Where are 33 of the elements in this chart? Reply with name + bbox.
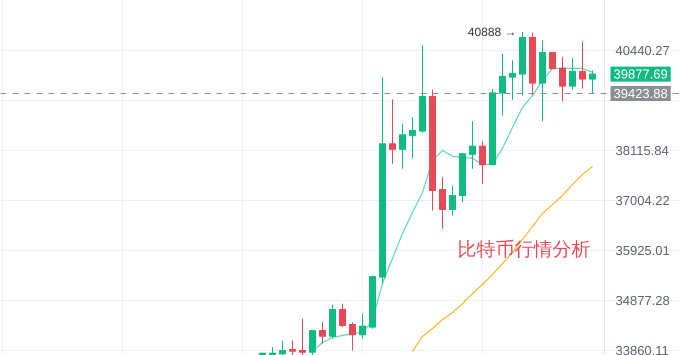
candlestick (299, 318, 306, 355)
y-tick-label: 34877.28 (616, 293, 670, 308)
y-tick-label: 37004.22 (616, 192, 670, 208)
candlestick (289, 340, 296, 355)
candlestick (389, 98, 396, 164)
candlestick (339, 303, 346, 328)
y-tick-label: 38115.84 (616, 142, 669, 158)
y-tick-label: 33860.11 (616, 343, 669, 355)
candlestick (359, 313, 366, 340)
candlestick (469, 120, 476, 170)
candlestick (409, 116, 416, 160)
candlestick (499, 53, 506, 116)
candlestick (319, 322, 326, 344)
y-tick-label: 35925.01 (616, 242, 670, 258)
annotation: 比特币行情分析 (458, 240, 590, 260)
ref-line-label: 39423.88 (614, 86, 668, 101)
text: 39877.69 (614, 66, 668, 82)
candlestick (549, 52, 556, 70)
candlestick (509, 60, 516, 100)
candlestick (579, 41, 586, 90)
candlestick (349, 322, 356, 352)
y-tick-label: 40440.27 (616, 42, 670, 58)
annotation: 40888 → (468, 24, 516, 39)
candlestick (449, 185, 456, 216)
candlestick (439, 176, 446, 230)
line-series (412, 166, 594, 352)
candlestick (559, 56, 566, 102)
candlestick (279, 340, 286, 355)
candlestick (309, 329, 316, 355)
candlestick (479, 140, 486, 184)
candlestick (589, 70, 596, 94)
candlestick (569, 58, 576, 90)
candlestick (399, 123, 406, 170)
